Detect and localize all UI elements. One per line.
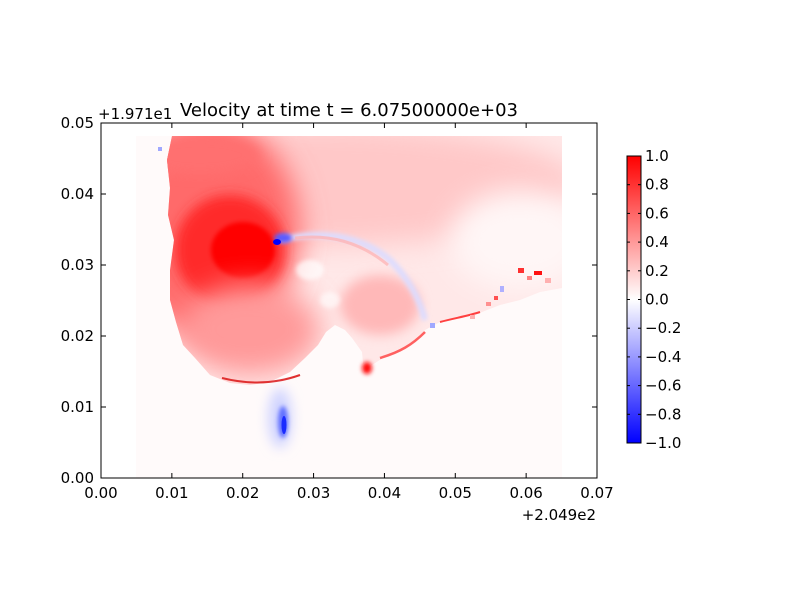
colorbar-tick-label: 0.8	[645, 176, 669, 194]
coast-south-edge	[221, 374, 301, 384]
x-tick-label: 0.04	[368, 484, 401, 502]
coast-se-edge	[439, 311, 481, 323]
colorbar-tick-label: 1.0	[645, 147, 669, 165]
y-tick-label: 0.03	[61, 256, 94, 274]
colorbar-tick-label: 0.0	[645, 291, 669, 309]
y-tick-label: 0.04	[61, 185, 94, 203]
colorbar-ticks: −1.0 −0.8 −0.6 −0.4 −0.2 0.0 0.2 0.4 0.6 0.8 1.0	[627, 147, 681, 452]
x-tick-label: 0.00	[84, 484, 117, 502]
y-tick-label: 0.02	[61, 327, 94, 345]
y-tick-label: 0.00	[61, 469, 94, 487]
velocity-max-core	[211, 222, 275, 278]
shear-arc-red	[294, 235, 389, 267]
coast-east-edge	[379, 331, 426, 360]
colorbar-tick-label: −0.6	[645, 377, 681, 395]
colorbar-tick-label: 0.6	[645, 204, 669, 222]
shear-arc	[279, 232, 428, 321]
colorbar-tick-label: 0.4	[645, 233, 669, 251]
colorbar-tick-label: −0.2	[645, 319, 681, 337]
colorbar: −1.0 −0.8 −0.6 −0.4 −0.2 0.0 0.2 0.4 0.6 0.8 1.0	[626, 147, 681, 452]
y-tick-label: 0.01	[61, 398, 94, 416]
positive-bay-point	[362, 362, 372, 374]
y-offset-label: +1.971e1	[98, 105, 172, 123]
x-axis: 0.00 0.01 0.02 0.03 0.04 0.05 0.06 0.07	[84, 123, 614, 502]
negative-plume	[268, 388, 292, 448]
y-axis: 0.00 0.01 0.02 0.03 0.04 0.05	[61, 114, 597, 487]
x-tick-label: 0.06	[509, 484, 542, 502]
east-bay-flow	[340, 275, 420, 335]
plot-frame	[100, 122, 598, 479]
y-tick-label: 0.05	[61, 114, 94, 132]
x-tick-label: 0.05	[439, 484, 472, 502]
velocity-field	[136, 136, 562, 478]
x-tick-label: 0.03	[297, 484, 330, 502]
x-tick-label: 0.01	[155, 484, 188, 502]
x-offset-label: +2.049e2	[522, 506, 596, 524]
bay-flow	[180, 285, 320, 375]
colorbar-tick-label: 0.2	[645, 262, 669, 280]
x-tick-label: 0.07	[580, 484, 613, 502]
east-faint-flow	[450, 190, 562, 290]
x-tick-label: 0.02	[226, 484, 259, 502]
colorbar-tick-label: −1.0	[645, 434, 681, 452]
east-pixel-cells	[158, 147, 551, 328]
plot-area: 0.00 0.01 0.02 0.03 0.04 0.05 0.06 0.07 0.000.0…	[61, 114, 614, 502]
colorbar-tick-label: −0.8	[645, 405, 681, 423]
colorbar-tick-label: −0.4	[645, 348, 681, 366]
chart-title: Velocity at time t = 6.07500000e+03	[180, 100, 518, 121]
